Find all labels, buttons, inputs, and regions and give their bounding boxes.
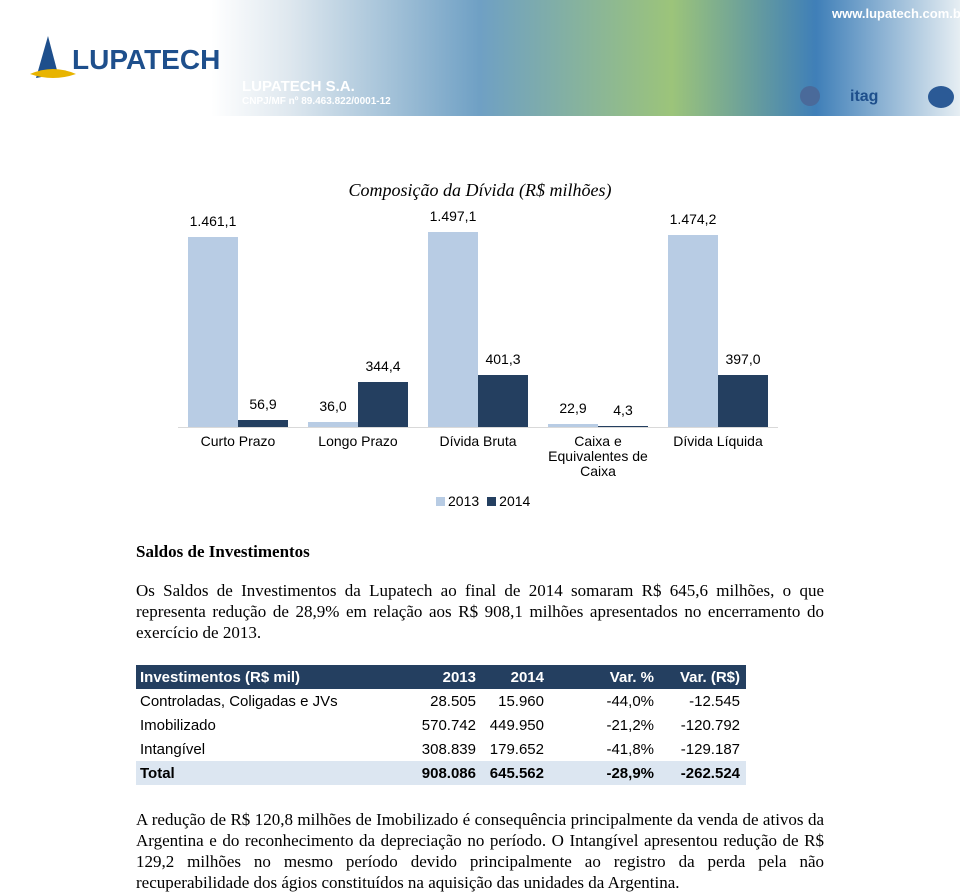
header-banner: LUPATECH LUPATECH S.A. CNPJ/MF nº 89.463… — [0, 0, 960, 116]
data-label: 36,0 — [319, 398, 347, 415]
itag-logo: itag — [850, 88, 879, 105]
brand: LUPATECH — [72, 44, 221, 75]
data-label: 1.497,1 — [429, 208, 477, 224]
paragraph: Os Saldos de Investimentos da Lupatech a… — [136, 581, 824, 642]
legend-label: 2014 — [499, 493, 531, 509]
table-cell: Controladas, Coligadas e JVs — [140, 693, 338, 710]
bar — [358, 382, 408, 427]
logo-mark — [30, 36, 76, 78]
table-row: Imobilizado 570.742 449.950 -21,2% -120.792 — [136, 713, 746, 737]
table-cell: Var. % — [609, 669, 654, 686]
table-cell: Imobilizado — [140, 717, 216, 734]
table-row: Controladas, Coligadas e JVs 28.505 15.960… — [136, 689, 746, 713]
table-cell: -44,0% — [606, 693, 654, 710]
table-cell: -21,2% — [606, 717, 654, 734]
table-cell: -41,8% — [606, 741, 654, 758]
table-cell: 449.950 — [489, 717, 544, 734]
table-cell: -28,9% — [606, 765, 654, 782]
legend-swatch — [436, 497, 445, 506]
table-cell: -262.524 — [680, 765, 740, 782]
x-tick-label: Dívida Líquida — [673, 433, 763, 449]
legend: 2013 2014 — [436, 493, 538, 509]
data-label: 397,0 — [725, 351, 761, 368]
bar — [308, 422, 358, 427]
section-heading: Saldos de Investimentos — [136, 542, 310, 561]
table-cell: 308.839 — [421, 741, 476, 758]
table-cell: 15.960 — [498, 693, 544, 710]
paragraph: A redução de R$ 120,8 milhões de Imobili… — [136, 810, 824, 892]
table-cell: -12.545 — [689, 693, 740, 710]
bar — [668, 234, 718, 427]
x-tick-label: Curto Prazo — [200, 433, 276, 449]
table-cell: -129.187 — [680, 741, 740, 758]
x-tick-label: Caixa e Equivalentes de Caixa — [548, 433, 648, 479]
table-row: Intangível 308.839 179.652 -41,8% -129.187 — [136, 737, 746, 761]
x-tick-label: Dívida Bruta — [439, 433, 517, 449]
bar — [478, 374, 528, 427]
data-label: 1.474,2 — [669, 210, 717, 227]
table-cell: Total — [140, 765, 175, 782]
bar — [428, 232, 478, 427]
legend-label: 2013 — [448, 493, 480, 509]
bar — [718, 375, 768, 427]
data-label: 4,3 — [613, 402, 633, 419]
bar — [598, 426, 648, 427]
data-label: 401,3 — [485, 350, 521, 367]
table-cell: 28.505 — [430, 693, 476, 710]
company-name: LUPATECH S.A. — [242, 78, 355, 95]
data-label: 56,9 — [249, 395, 277, 412]
table-cell: 645.562 — [489, 765, 544, 782]
legend-swatch — [487, 497, 497, 506]
cnpj: CNPJ/MF nº 89.463.822/0001-12 — [242, 96, 391, 107]
chart-title: Composição da Dívida (R$ milhões) — [348, 180, 612, 200]
table-cell: -120.792 — [680, 717, 740, 734]
bar — [238, 419, 288, 427]
novo-mercado-logo — [928, 86, 954, 108]
legend-item: 2013 — [436, 493, 479, 509]
table-cell: Var. (R$) — [679, 669, 740, 686]
bar — [188, 236, 238, 427]
table-cell: 570.742 — [421, 717, 476, 734]
data-label: 344,4 — [365, 358, 401, 375]
table-cell: 908.086 — [421, 765, 476, 782]
table-cell: 179.652 — [489, 741, 544, 758]
data-label: 1.461,1 — [189, 212, 237, 229]
table-total: Total 908.086 645.562 -28,9% -262.524 — [136, 761, 746, 785]
table-cell: 2013 — [442, 669, 476, 686]
table: Investimentos (R$ mil) 2013 2014 Var. % Var.… — [136, 665, 746, 785]
x-tick-label: Longo Prazo — [318, 433, 398, 449]
table-header: Investimentos (R$ mil) 2013 2014 Var. % Var.… — [136, 665, 746, 689]
table-cell: Intangível — [140, 741, 206, 758]
badge — [800, 86, 820, 106]
baseline — [178, 427, 778, 428]
table-cell: 2014 — [510, 669, 544, 686]
bar — [548, 424, 598, 427]
table-cell: Investimentos (R$ mil) — [140, 669, 301, 686]
website: www.lupatech.com.br — [832, 6, 960, 21]
legend-item: 2014 — [487, 493, 530, 509]
data-label: 22,9 — [559, 400, 587, 417]
